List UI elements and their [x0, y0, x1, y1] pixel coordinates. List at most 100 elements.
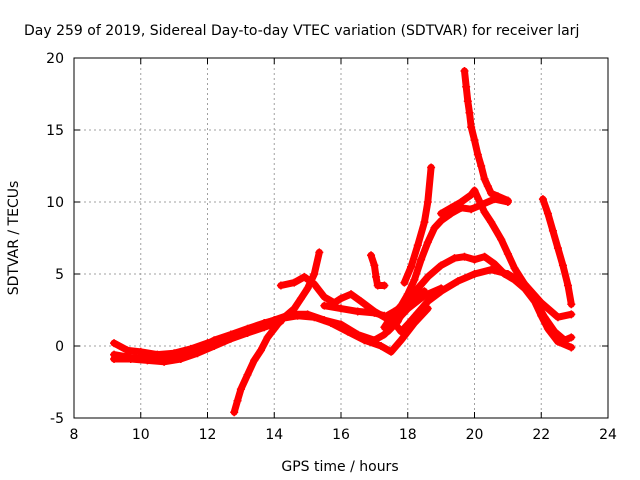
data-points	[110, 66, 576, 417]
data-point	[380, 311, 389, 320]
data-point	[403, 320, 412, 329]
data-point	[300, 272, 309, 281]
data-point	[226, 334, 235, 343]
data-point	[487, 218, 496, 227]
data-point	[243, 329, 252, 338]
data-point	[370, 261, 379, 270]
data-point	[270, 324, 279, 333]
data-point	[380, 281, 389, 290]
series-arc-12	[460, 66, 512, 205]
data-point	[480, 208, 489, 217]
y-tick-label: 0	[55, 339, 64, 355]
data-point	[450, 254, 459, 263]
data-point	[503, 196, 512, 205]
data-point	[423, 198, 432, 206]
data-point	[263, 333, 272, 342]
series-arc-8	[380, 195, 512, 332]
data-point	[420, 218, 429, 227]
data-point	[370, 308, 379, 317]
data-point	[110, 339, 119, 348]
data-point	[487, 189, 496, 198]
data-point	[403, 298, 412, 307]
data-point	[260, 323, 269, 332]
data-point	[567, 310, 576, 319]
data-point	[326, 318, 335, 327]
series-arc-11	[383, 252, 576, 352]
data-point	[320, 301, 329, 310]
data-point	[160, 357, 169, 366]
data-point	[310, 280, 319, 289]
data-point	[520, 284, 529, 293]
data-point	[543, 324, 552, 333]
x-tick-label: 10	[132, 427, 150, 443]
data-point	[467, 205, 476, 214]
data-point	[503, 249, 512, 258]
data-point	[290, 278, 299, 287]
data-point	[276, 281, 285, 290]
chart-title: Day 259 of 2019, Sidereal Day-to-day VTE…	[24, 23, 579, 39]
series-trace	[367, 251, 388, 289]
data-point	[337, 304, 345, 313]
data-point	[470, 270, 479, 278]
x-tick-label: 8	[70, 427, 79, 443]
x-tick-label: 16	[332, 427, 350, 443]
data-point	[410, 275, 419, 284]
data-point	[347, 290, 356, 299]
data-point	[487, 265, 496, 274]
grid	[74, 58, 608, 418]
series-arc-9	[400, 163, 436, 287]
series-trace	[230, 248, 323, 416]
data-point	[303, 284, 312, 293]
data-point	[176, 354, 185, 363]
x-tick-label: 12	[199, 427, 217, 443]
x-tick-label: 24	[599, 427, 617, 443]
data-point	[210, 342, 219, 350]
data-point	[387, 313, 396, 322]
x-tick-label: 14	[265, 427, 283, 443]
y-tick-label: -5	[50, 411, 64, 427]
data-point	[230, 408, 239, 417]
data-point	[477, 162, 486, 170]
data-point	[470, 186, 479, 195]
data-point	[407, 262, 416, 271]
series-trace	[539, 195, 575, 308]
data-point	[423, 297, 432, 306]
data-point	[310, 270, 319, 278]
data-point	[343, 327, 352, 336]
data-point	[538, 195, 547, 204]
data-point	[510, 275, 519, 284]
data-point	[470, 136, 479, 145]
data-point	[473, 150, 482, 159]
series-arc-7	[367, 251, 389, 290]
data-point	[136, 347, 145, 356]
data-point	[110, 354, 119, 363]
data-point	[315, 248, 324, 257]
data-point	[397, 327, 406, 336]
data-point	[537, 311, 546, 320]
data-point	[423, 238, 432, 247]
data-point	[548, 226, 557, 235]
data-point	[530, 297, 539, 306]
data-point	[290, 304, 299, 313]
data-point	[353, 307, 362, 316]
data-point	[413, 284, 422, 293]
data-point	[233, 396, 242, 405]
data-point	[467, 123, 476, 132]
data-point	[553, 244, 562, 253]
data-point	[490, 259, 499, 268]
data-point	[372, 272, 381, 281]
series-trace	[461, 67, 512, 205]
data-point	[553, 337, 562, 346]
data-point	[256, 346, 265, 355]
data-point	[413, 241, 422, 250]
data-point	[310, 313, 319, 322]
data-point	[293, 311, 302, 320]
data-point	[567, 300, 576, 309]
data-point	[126, 354, 135, 363]
data-point	[276, 316, 285, 325]
data-point	[493, 192, 502, 201]
data-point	[437, 261, 446, 270]
data-point	[567, 343, 576, 352]
data-point	[437, 287, 446, 296]
data-point	[447, 203, 456, 212]
